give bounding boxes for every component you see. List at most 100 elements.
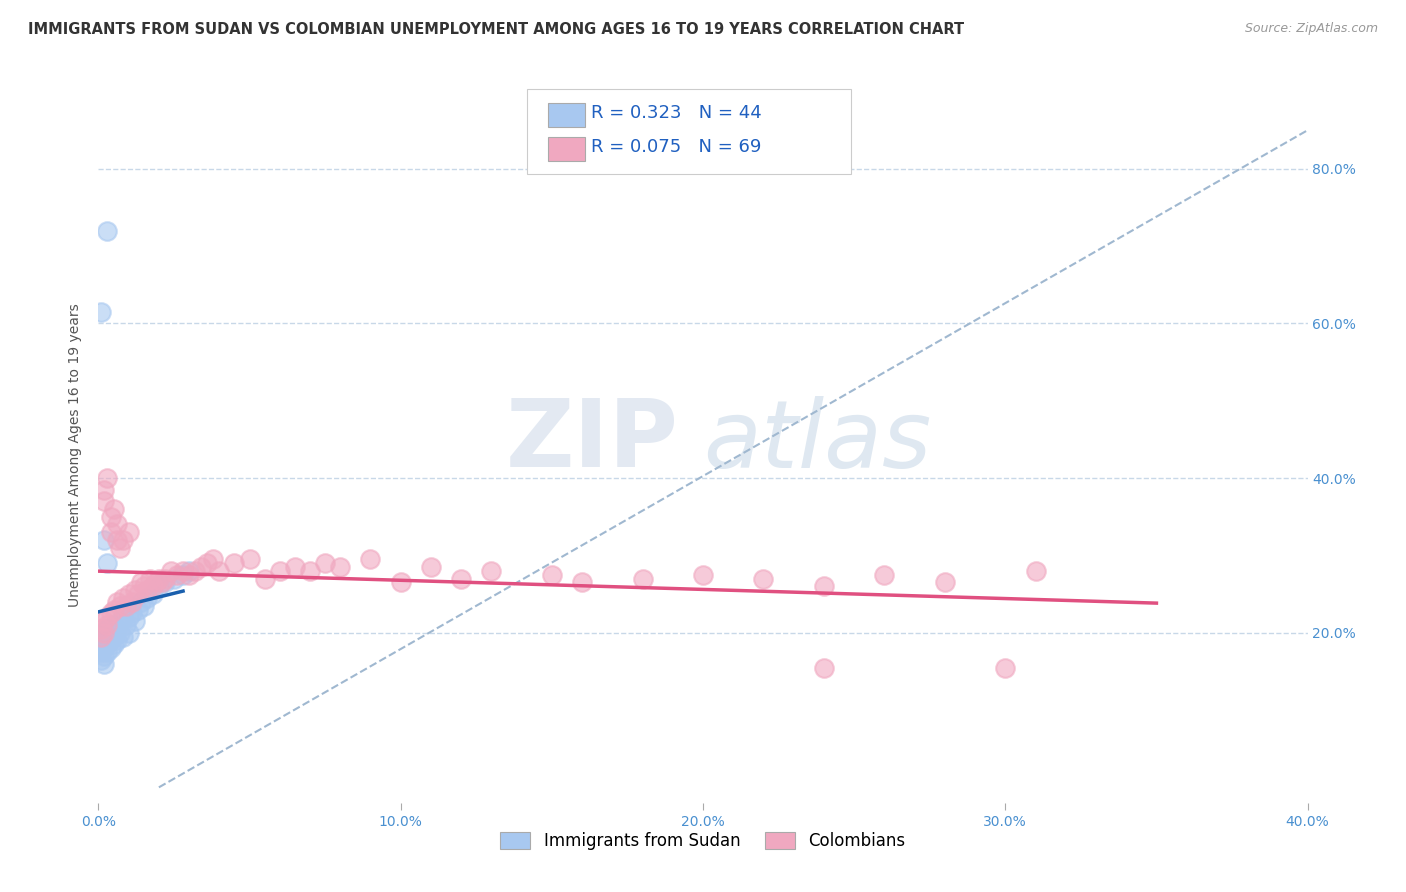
Point (90, 645, 112, 659)
Point (96, 224, 118, 238)
Point (93, 494, 115, 508)
Point (114, 599, 136, 613)
Point (135, 591, 157, 605)
Point (299, 564, 322, 578)
Point (450, 572, 472, 586)
Point (139, 572, 162, 586)
Point (208, 564, 231, 578)
Point (103, 502, 125, 516)
Point (873, 567, 896, 582)
Point (142, 579, 165, 593)
Point (692, 567, 714, 582)
Point (239, 552, 262, 566)
Point (96, 637, 118, 651)
Point (752, 572, 775, 586)
Point (148, 579, 170, 593)
Point (153, 572, 176, 586)
Text: atlas: atlas (703, 395, 931, 486)
Point (90, 622, 112, 636)
Point (90, 630, 112, 644)
Point (100, 607, 122, 621)
Point (96, 622, 118, 636)
Point (93, 633, 115, 648)
Point (132, 599, 155, 613)
Point (105, 517, 128, 532)
Point (360, 552, 382, 566)
Point (163, 572, 186, 586)
Point (284, 560, 307, 574)
Point (160, 564, 183, 578)
Point (150, 575, 173, 590)
Point (420, 560, 443, 574)
Legend: Immigrants from Sudan, Colombians: Immigrants from Sudan, Colombians (494, 826, 912, 857)
Point (105, 533, 128, 547)
Point (93, 625, 115, 640)
Point (389, 575, 412, 590)
Text: ZIP: ZIP (506, 395, 679, 487)
Point (103, 637, 125, 651)
Point (121, 595, 143, 609)
Point (111, 610, 134, 624)
Point (135, 583, 157, 598)
Point (111, 630, 134, 644)
Point (93, 657, 115, 671)
Point (100, 525, 122, 540)
Point (127, 587, 149, 601)
Point (108, 625, 131, 640)
Point (179, 564, 201, 578)
Point (100, 633, 122, 648)
Point (129, 595, 152, 609)
Point (103, 602, 125, 616)
Point (93, 614, 115, 628)
Point (108, 541, 131, 555)
Point (90, 637, 112, 651)
Point (202, 552, 225, 566)
Point (90, 305, 112, 319)
Point (118, 525, 141, 540)
Point (179, 567, 201, 582)
Point (93, 483, 115, 497)
Y-axis label: Unemployment Among Ages 16 to 19 years: Unemployment Among Ages 16 to 19 years (69, 303, 83, 607)
Point (96, 556, 118, 570)
Point (195, 556, 218, 570)
Point (96, 630, 118, 644)
Point (153, 575, 176, 590)
Point (813, 660, 835, 674)
Point (148, 572, 170, 586)
Point (118, 625, 141, 640)
Point (540, 567, 562, 582)
Point (100, 641, 122, 656)
Text: R = 0.323   N = 44: R = 0.323 N = 44 (591, 104, 761, 122)
Point (105, 622, 128, 636)
Point (108, 599, 131, 613)
Point (184, 564, 207, 578)
Point (934, 575, 956, 590)
Point (93, 648, 115, 663)
Point (172, 567, 194, 582)
Point (329, 560, 352, 574)
Point (93, 641, 115, 656)
Point (114, 618, 136, 632)
Point (100, 625, 122, 640)
Point (129, 575, 152, 590)
Point (142, 587, 165, 601)
Point (813, 579, 835, 593)
Text: IMMIGRANTS FROM SUDAN VS COLOMBIAN UNEMPLOYMENT AMONG AGES 16 TO 19 YEARS CORREL: IMMIGRANTS FROM SUDAN VS COLOMBIAN UNEMP… (28, 22, 965, 37)
Point (314, 556, 336, 570)
Point (269, 564, 291, 578)
Point (132, 579, 155, 593)
Point (127, 602, 149, 616)
Point (224, 556, 246, 570)
Point (481, 564, 503, 578)
Point (145, 575, 167, 590)
Point (190, 560, 212, 574)
Point (96, 471, 118, 485)
Point (172, 564, 194, 578)
Point (111, 533, 134, 547)
Point (90, 630, 112, 644)
Text: Source: ZipAtlas.com: Source: ZipAtlas.com (1244, 22, 1378, 36)
Point (103, 618, 125, 632)
Point (96, 610, 118, 624)
Point (111, 591, 134, 605)
Point (108, 614, 131, 628)
